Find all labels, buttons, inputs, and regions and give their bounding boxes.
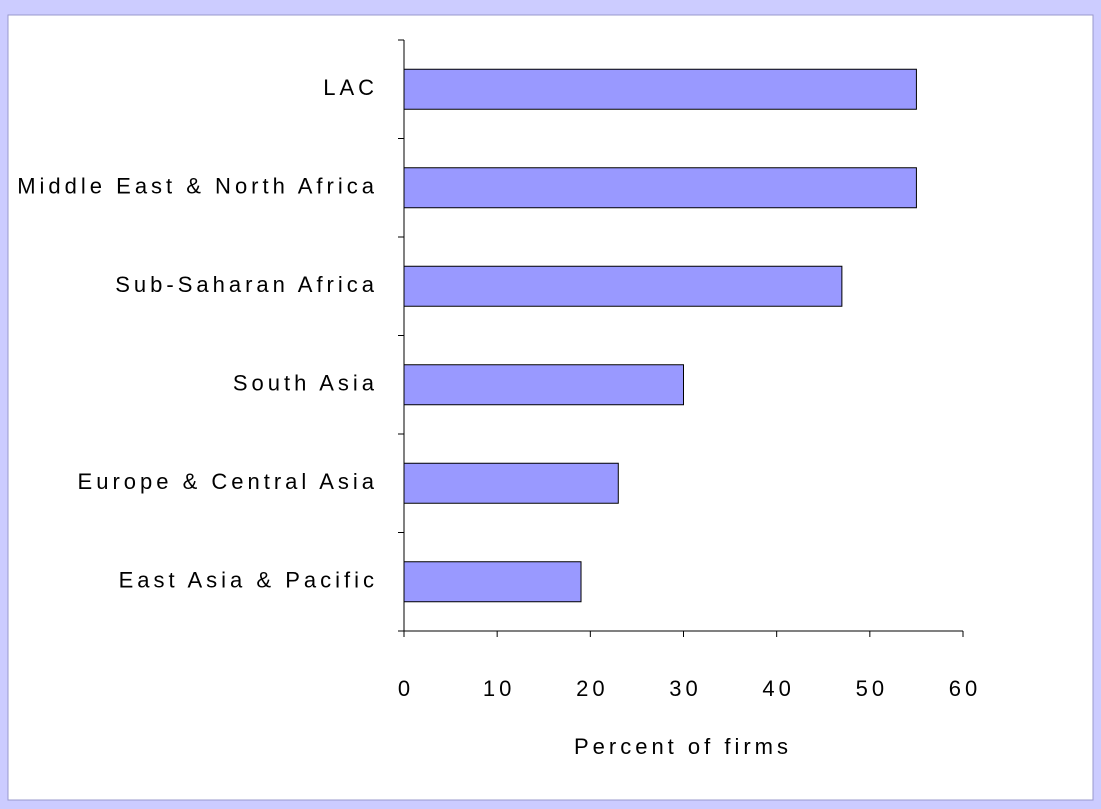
bar — [403, 364, 684, 406]
x-tick-label: 40 — [762, 676, 794, 701]
bar — [403, 265, 843, 307]
bar — [403, 167, 917, 209]
y-tick-label: Europe & Central Asia — [78, 469, 378, 494]
x-tick-label: 0 — [398, 676, 414, 701]
x-tick-label: 20 — [576, 676, 608, 701]
x-tick-label: 10 — [483, 676, 515, 701]
y-tick-label: South Asia — [233, 371, 378, 396]
y-tick-label: LAC — [323, 75, 378, 100]
x-tick-label: 60 — [949, 676, 981, 701]
y-tick-label: Sub-Saharan Africa — [115, 272, 378, 297]
bar — [403, 561, 582, 603]
bar — [403, 462, 619, 504]
y-tick-label: East Asia & Pacific — [119, 568, 378, 593]
x-axis-label: Percent of firms — [574, 734, 792, 759]
plot-background — [7, 14, 1094, 801]
x-tick-label: 30 — [669, 676, 701, 701]
x-tick-label: 50 — [856, 676, 888, 701]
y-tick-label: Middle East & North Africa — [17, 174, 378, 199]
bar — [403, 68, 917, 110]
